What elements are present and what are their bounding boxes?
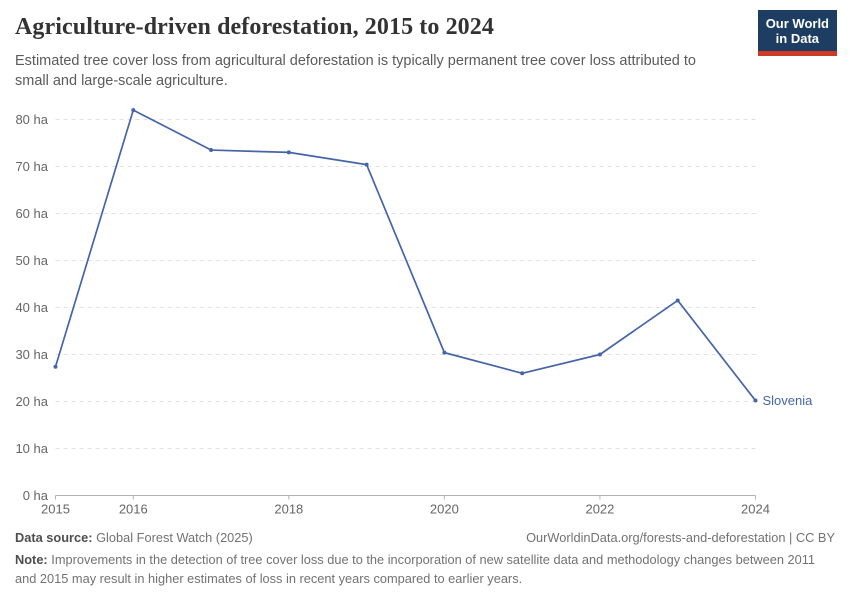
y-tick-label: 80 ha [15,112,48,127]
x-tick-label: 2024 [741,502,770,517]
series-label: Slovenia [763,393,814,408]
x-tick-label: 2020 [430,502,459,517]
data-point [131,108,136,113]
y-tick-label: 10 ha [15,441,48,456]
data-point [364,162,369,167]
owid-logo: Our World in Data [757,10,837,56]
data-point [53,364,58,369]
x-tick-label: 2022 [585,502,614,517]
y-tick-label: 20 ha [15,394,48,409]
note-label: Note: [15,552,48,567]
chart-note: Note: Improvements in the detection of t… [15,550,835,588]
data-point [753,398,758,403]
data-point [597,352,602,357]
y-tick-label: 50 ha [15,253,48,268]
y-tick-label: 40 ha [15,300,48,315]
x-tick-label: 2016 [119,502,148,517]
data-point [442,350,447,355]
owid-logo-line2: in Data [775,31,820,46]
source-row: Data source: Global Forest Watch (2025) … [15,528,835,547]
canonical-url[interactable]: OurWorldinData.org/forests-and-deforesta… [526,530,835,545]
data-point [520,371,525,376]
chart-subtitle: Estimated tree cover loss from agricultu… [15,53,696,89]
data-source-label: Data source: [15,530,93,545]
y-tick-label: 60 ha [15,206,48,221]
data-point [675,298,680,303]
page-title: Agriculture-driven deforestation, 2015 t… [15,14,494,40]
data-point [286,150,291,155]
owid-logo-line1: Our World [765,16,829,31]
data-line [54,109,757,402]
y-tick-label: 70 ha [15,159,48,174]
data-source-value: Global Forest Watch (2025) [92,530,253,545]
x-tick-label: 2015 [41,502,70,517]
data-source: Data source: Global Forest Watch (2025) [15,528,253,547]
chart-footer: Data source: Global Forest Watch (2025) … [15,528,835,588]
y-tick-label: 0 ha [23,488,49,503]
y-tick-label: 30 ha [15,347,48,362]
x-tick-label: 2018 [274,502,303,517]
note-text: Improvements in the detection of tree co… [15,552,816,586]
data-point [209,148,214,153]
